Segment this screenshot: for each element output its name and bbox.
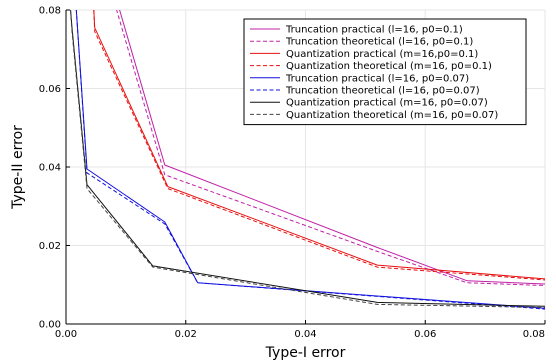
y-tick-label: 0.06 [39, 84, 61, 95]
series-layer [69, 10, 545, 310]
legend-label: Truncation practical (l=16, p0=0.1) [285, 25, 463, 36]
x-tick-label: 0.06 [414, 329, 436, 340]
series-line-1 [119, 10, 545, 285]
series-line-3 [93, 10, 545, 280]
legend-label: Quantization theoretical (m=16, p0=0.1) [286, 61, 492, 72]
legend: Truncation practical (l=16, p0=0.1)Trunc… [243, 18, 527, 126]
tick-labels: 0.00 0.02 0.04 0.06 0.08 0.00 0.02 0.04 0.06 0.08 [39, 6, 545, 341]
series-line-6 [75, 10, 545, 310]
y-tick-label: 0.04 [39, 163, 61, 174]
legend-box [243, 18, 527, 126]
y-tick-label: 0.08 [39, 6, 61, 17]
series-line-2 [116, 10, 545, 286]
legend-label: Truncation theoretical (l=16, p0=0.1) [285, 37, 473, 48]
legend-label: Truncation theoretical (l=16, p0=0.07) [285, 86, 480, 97]
series-line-4 [93, 10, 545, 281]
y-axis-title: Type-II error [10, 125, 26, 210]
x-tick-label: 0.08 [523, 329, 545, 340]
series-line-8 [69, 10, 545, 308]
legend-label: Truncation practical (l=16, p0=0.07) [285, 73, 469, 84]
x-tick-label: 0.04 [294, 329, 316, 340]
legend-label: Quantization practical (m=16,p0=0.1) [286, 49, 478, 60]
series-line-7 [70, 10, 545, 307]
x-axis-title: Type-I error [265, 345, 346, 361]
legend-label: Quantization theoretical (m=16, p0=0.07) [286, 110, 498, 121]
y-tick-label: 0.02 [39, 241, 61, 252]
y-tick-label: 0.00 [39, 320, 61, 331]
x-tick-label: 0.00 [55, 329, 77, 340]
axes [65, 9, 546, 325]
x-tick-label: 0.02 [175, 329, 197, 340]
legend-label: Quantization practical (m=16, p0=0.07) [286, 98, 488, 109]
